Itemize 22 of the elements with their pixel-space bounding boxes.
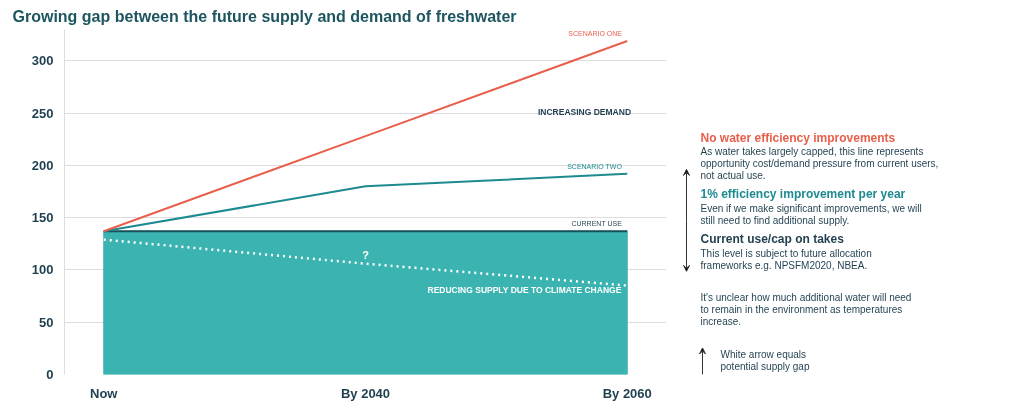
y-tick-label: 0 xyxy=(46,367,54,382)
y-tick-label: 250 xyxy=(31,105,54,121)
y-tick-label: 50 xyxy=(39,314,54,330)
y-tick-label: 300 xyxy=(31,53,54,69)
text: No water efficiency improvements xyxy=(700,131,896,146)
chart-title: Growing gap between the future supply and demand of freshwater xyxy=(12,7,517,25)
y-tick-label: 150 xyxy=(31,210,54,226)
annotation: ? xyxy=(362,248,370,261)
y-tick-label: 200 xyxy=(31,157,54,173)
text: Even if we make significant improvements, we will still need to find additional supply. xyxy=(700,202,922,226)
text: As water takes largely capped, this line represents opportunity cost/demand pressure from current users, not actual use. xyxy=(700,146,939,182)
text: 1% efficiency improvement per year xyxy=(700,186,906,201)
x-tick-label: Now xyxy=(90,385,119,401)
annotation: INCREASING DEMAND xyxy=(537,106,632,117)
text: Current use/cap on takes xyxy=(700,232,845,247)
text: This level is subject to future allocation frameworks e.g. NPSFM2020, NBEA. xyxy=(700,248,872,272)
annotation: REDUCING SUPPLY DUE TO CLIMATE CHANGE xyxy=(427,284,622,295)
x-tick-label: By 2040 xyxy=(340,385,391,401)
y-tick-label: 100 xyxy=(31,262,54,278)
x-tick-label: By 2060 xyxy=(602,385,652,401)
text: White arrow equals potential supply gap xyxy=(720,349,810,373)
text: It's unclear how much additional water will need to remain in the environment as temperatures increase. xyxy=(700,291,912,327)
